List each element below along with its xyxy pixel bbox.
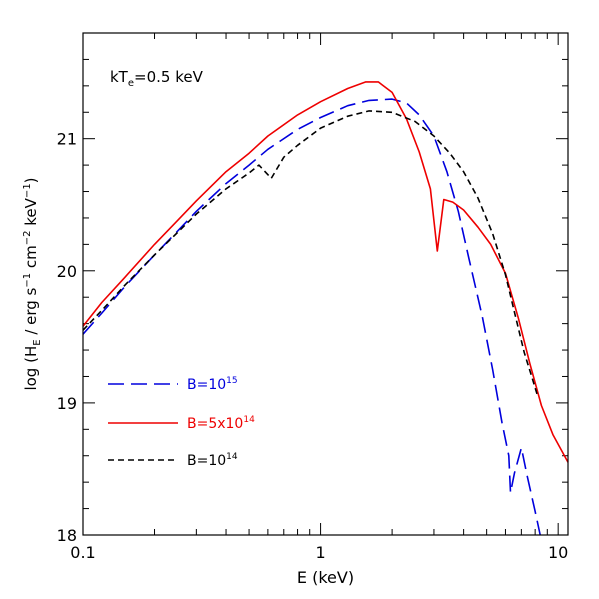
legend: B=1015 B=5x1014 B=1014 [108, 376, 255, 469]
y-tick-label: 21 [57, 130, 77, 149]
x-axis-label: E (keV) [297, 568, 354, 587]
x-tick-label: 1 [315, 543, 325, 562]
series-line-0 [82, 98, 541, 536]
temperature-annotation: kTe=0.5 keV [110, 68, 204, 89]
x-tick-label: 0.1 [70, 543, 95, 562]
legend-label-b14: B=1014 [187, 452, 238, 469]
y-tick-label: 20 [57, 262, 77, 281]
legend-label-b15: B=1015 [187, 376, 238, 393]
y-tick-label: 18 [57, 526, 77, 545]
axis-tick-labels: 0.1 1 10 18 19 20 21 [57, 130, 569, 562]
x-tick-label: 10 [548, 543, 568, 562]
series-line-2 [82, 110, 539, 397]
y-tick-label: 19 [57, 394, 77, 413]
plot-frame [82, 32, 569, 536]
series-lines [82, 81, 569, 536]
legend-label-b5e14: B=5x1014 [187, 415, 255, 432]
y-axis-label: log (HE / erg s−1 cm−2 keV−1) [22, 177, 43, 390]
series-line-1 [82, 81, 569, 463]
